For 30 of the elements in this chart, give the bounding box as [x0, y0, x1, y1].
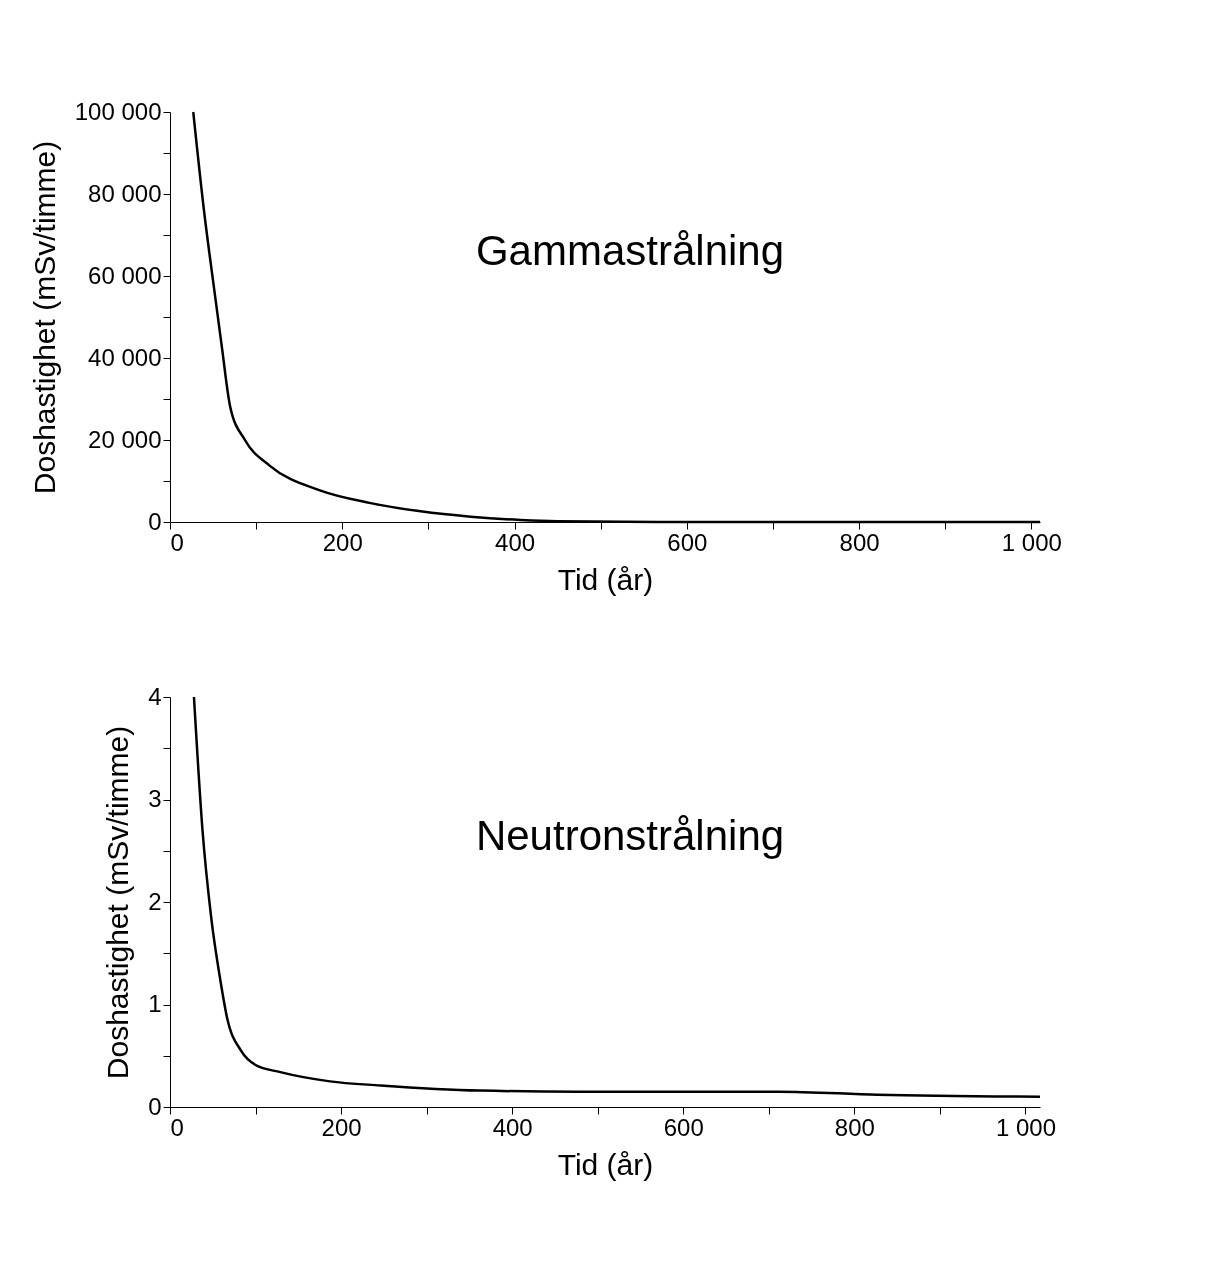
y-tick-label: 1 — [148, 990, 162, 1017]
x-axis-title: Tid (år) — [557, 562, 654, 596]
y-tick-label: 80 000 — [88, 179, 162, 207]
y-tick-label: 40 000 — [88, 343, 162, 371]
annotation: Neutronstrålning — [475, 812, 785, 859]
y-axis-title: Doshastighet (mSv/timme) — [101, 725, 135, 1080]
x-axis-title: Tid (år) — [557, 1147, 654, 1181]
x-tick-label: 200 — [321, 1113, 362, 1141]
x-tick-label: 600 — [667, 528, 708, 556]
y-tick-label: 0 — [148, 507, 162, 535]
y-tick-label: 0 — [148, 1092, 162, 1120]
y-tick-label: 3 — [148, 785, 162, 812]
y-tick-label: 2 — [148, 887, 162, 915]
y-tick-label: 60 000 — [88, 261, 162, 289]
y-tick-label: 4 — [148, 682, 162, 710]
x-tick-label: 800 — [834, 1113, 875, 1141]
y-tick-label: 100 000 — [74, 97, 162, 125]
x-tick-label: 1 000 — [995, 1113, 1056, 1141]
x-tick-label: 0 — [170, 1113, 184, 1141]
x-tick-label: 1 000 — [1001, 528, 1062, 556]
annotation: Gammastrålning — [475, 227, 785, 274]
line-series — [192, 695, 1042, 1098]
y-axis-title: Doshastighet (mSv/timme) — [27, 140, 61, 495]
y-tick-label: 20 000 — [88, 425, 162, 453]
x-tick-label: 600 — [663, 1113, 704, 1141]
x-tick-label: 400 — [495, 528, 536, 556]
x-tick-label: 0 — [170, 528, 184, 556]
x-tick-label: 400 — [492, 1113, 533, 1141]
x-tick-label: 200 — [322, 528, 363, 556]
x-tick-label: 800 — [839, 528, 880, 556]
